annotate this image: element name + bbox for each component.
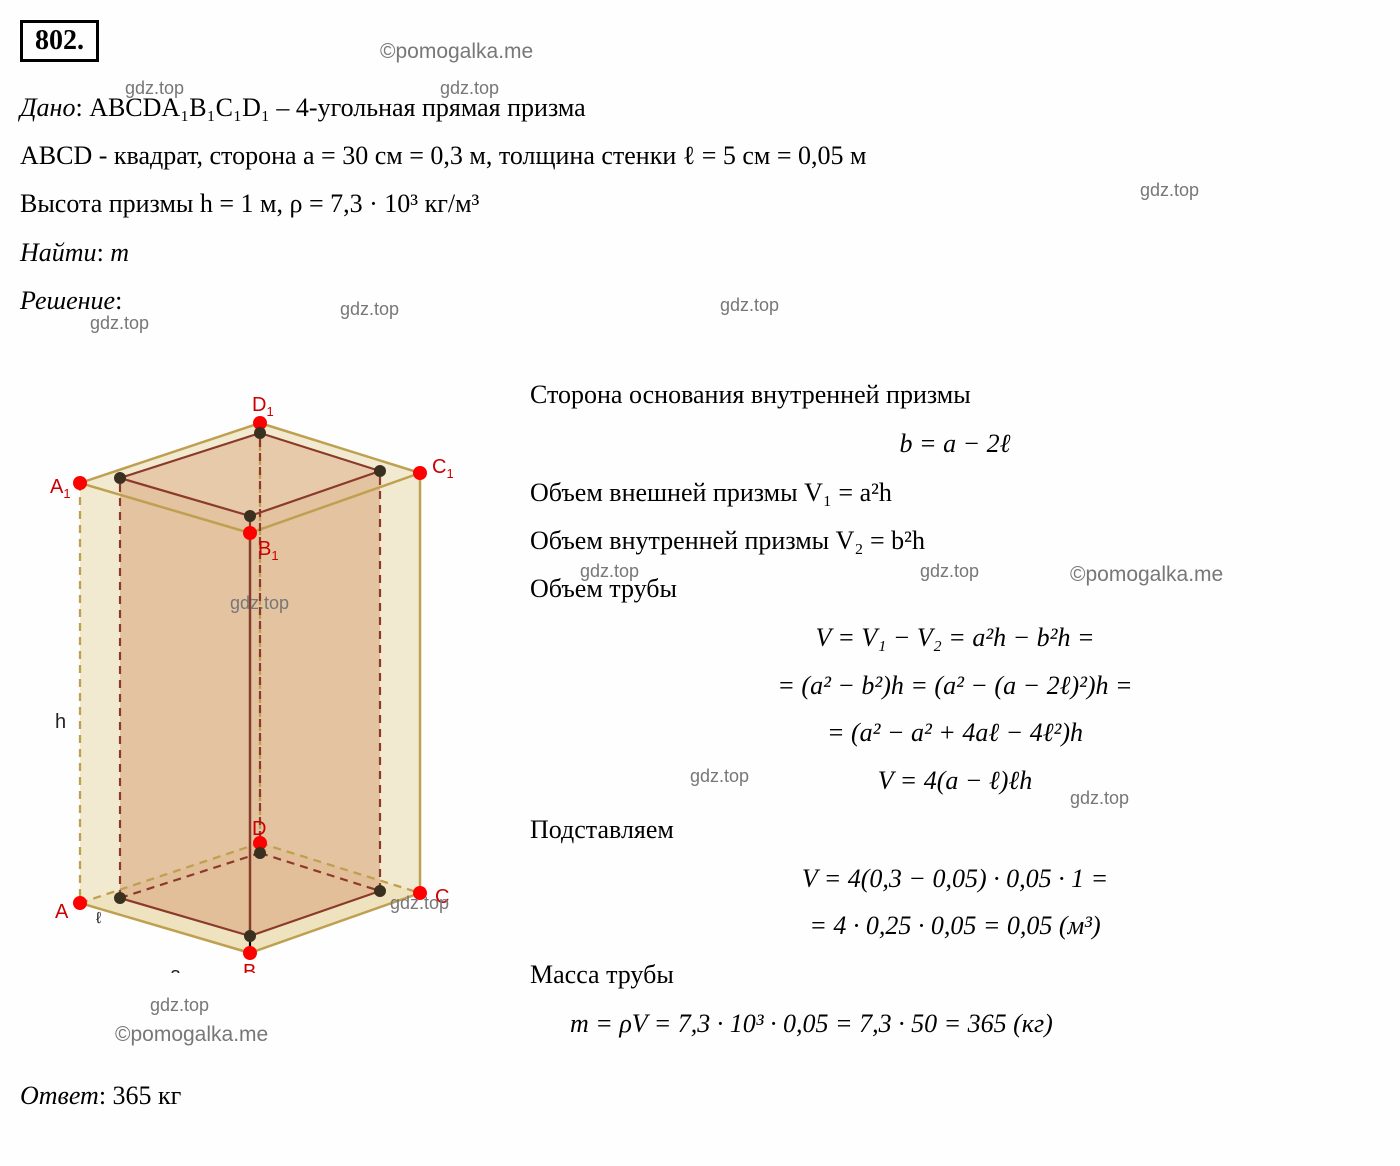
formula-4: m = ρV = 7,3 · 10³ · 0,05 = 7,3 · 50 = 3… xyxy=(530,1003,1380,1045)
label-ell: ℓ xyxy=(96,910,101,927)
label-A1: A1 xyxy=(50,476,71,501)
watermark-pomogalka: ©pomogalka.me xyxy=(380,40,533,64)
watermark-gdz: gdz.top xyxy=(150,995,209,1016)
answer-label: Ответ xyxy=(20,1081,99,1110)
solution-column: gdz.top Сторона основания внутренней при… xyxy=(530,333,1380,1051)
solution-label: Решение xyxy=(20,286,115,315)
problem-number: 802. xyxy=(20,20,99,62)
formula-2c: = (a² − a² + 4aℓ − 4ℓ²)h xyxy=(530,712,1380,754)
label-A: A xyxy=(55,901,69,923)
label-C1: C1 xyxy=(432,456,454,481)
given-line: Дано: ABCDA₁B₁C₁D₁ – 4-угольная прямая п… xyxy=(20,86,1380,130)
label-D1: D1 xyxy=(252,394,274,419)
given-label: Дано xyxy=(20,93,75,122)
solution-text-4: Объем трубы xyxy=(530,567,1380,611)
answer-value: 365 кг xyxy=(113,1081,182,1110)
find-label: Найти xyxy=(20,238,97,267)
prism-figure: A B C D A1 B1 C1 D1 h a ℓ xyxy=(20,333,500,973)
formula-3b: = 4 · 0,25 · 0,05 = 0,05 (м³) xyxy=(530,905,1380,947)
solution-text-5: Подставляем xyxy=(530,808,1380,852)
label-B: B xyxy=(243,961,256,973)
solution-text-3: Объем внутренней призмы V₂ = b²h xyxy=(530,519,1380,563)
solution-text-2: Объем внешней призмы V₁ = a²h xyxy=(530,471,1380,515)
solution-text-6: Масса трубы xyxy=(530,953,1380,997)
label-h: h xyxy=(55,711,66,733)
label-C: C xyxy=(435,886,449,908)
formula-2d: V = 4(a − ℓ)ℓh xyxy=(530,760,1380,802)
solution-label-line: Решение: xyxy=(20,279,1380,323)
watermark-pomogalka: ©pomogalka.me xyxy=(115,1023,268,1047)
label-a: a xyxy=(170,964,182,973)
formula-3a: V = 4(0,3 − 0,05) · 0,05 · 1 = xyxy=(530,858,1380,900)
find-line: Найти: m xyxy=(20,231,1380,275)
given-line-3: Высота призмы h = 1 м, ρ = 7,3 · 10³ кг/… xyxy=(20,182,1380,226)
solution-text-1: Сторона основания внутренней призмы xyxy=(530,373,1380,417)
given-text-1: ABCDA₁B₁C₁D₁ – 4-угольная прямая призма xyxy=(89,93,586,122)
figure-column: gdz.top gdz.top gdz.top gdz.top xyxy=(20,333,500,1051)
formula-1: b = a − 2ℓ xyxy=(530,423,1380,465)
given-line-2: ABCD - квадрат, сторона a = 30 см = 0,3 … xyxy=(20,134,1380,178)
label-D: D xyxy=(252,818,266,840)
find-value: m xyxy=(110,238,129,267)
formula-2b: = (a² − b²)h = (a² − (a − 2ℓ)²)h = xyxy=(530,665,1380,707)
formula-2a: V = V₁ − V₂ = a²h − b²h = xyxy=(530,617,1380,659)
answer-line: Ответ: 365 кг xyxy=(20,1081,1380,1111)
